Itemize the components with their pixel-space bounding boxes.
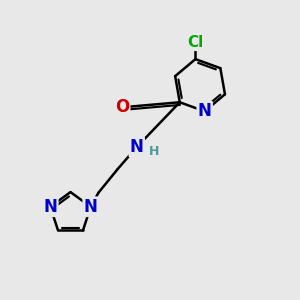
Text: N: N — [198, 102, 212, 120]
Text: H: H — [149, 145, 160, 158]
Text: N: N — [44, 198, 57, 216]
Text: Cl: Cl — [187, 35, 204, 50]
Text: O: O — [115, 98, 129, 116]
Text: N: N — [130, 138, 144, 156]
Text: N: N — [84, 198, 98, 216]
